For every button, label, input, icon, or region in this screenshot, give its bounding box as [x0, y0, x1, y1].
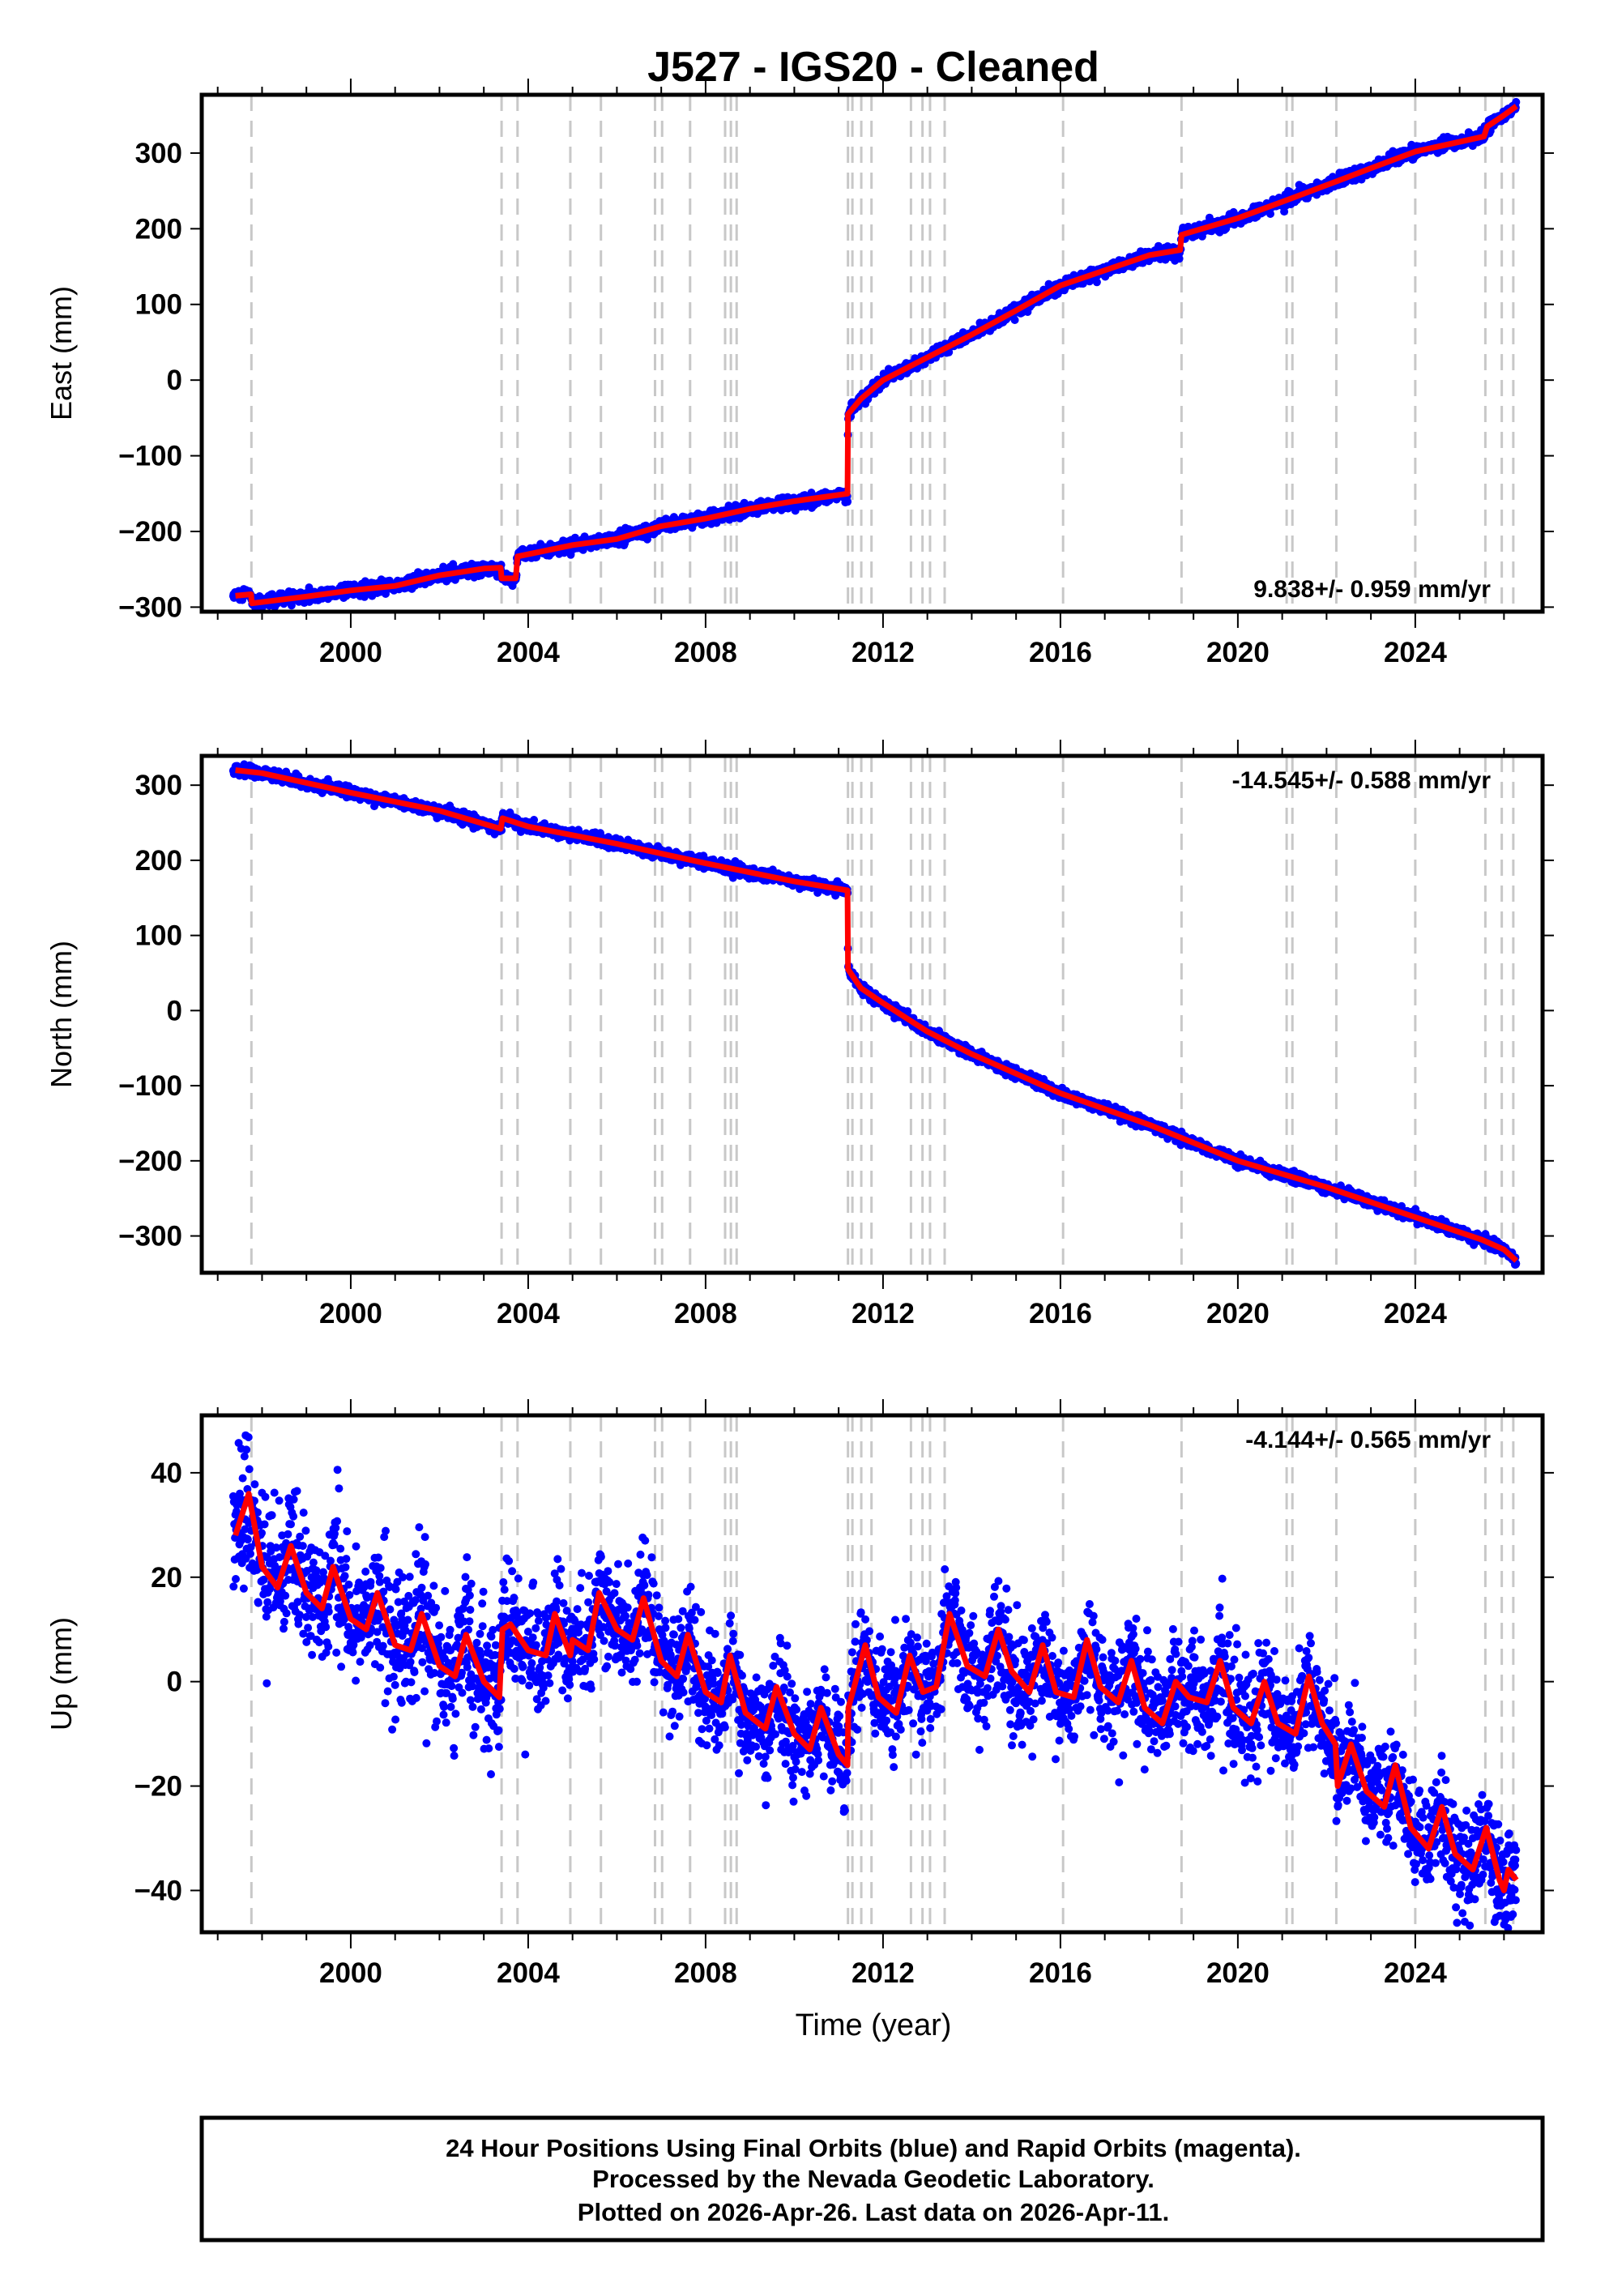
y-tick-label: 200: [135, 213, 182, 245]
x-tick-label: 2008: [674, 637, 737, 668]
plot-area: [228, 95, 1521, 612]
data-point: [1175, 254, 1184, 263]
plot-area: [228, 756, 1521, 1273]
x-tick-label: 2000: [319, 637, 382, 668]
x-tick-label: 2016: [1029, 637, 1092, 668]
chart-title: J527 - IGS20 - Cleaned: [647, 44, 1099, 91]
data-points: [228, 97, 1521, 612]
data-point: [1010, 316, 1019, 324]
data-point: [530, 816, 539, 824]
y-axis-title: East (mm): [45, 286, 78, 420]
data-point: [1266, 210, 1274, 218]
fit-line: [235, 104, 1518, 607]
data-point: [1092, 278, 1101, 287]
panel-north: 2000 2004 2008 2012 2016 2020 2024−300−200−100…: [45, 740, 1554, 1329]
x-tick-label: 2020: [1206, 637, 1270, 668]
data-point: [1512, 97, 1521, 106]
panel-east: 2000 2004 2008 2012 2016 2020 2024−300−200−100…: [45, 79, 1554, 668]
y-tick-label: −200: [118, 516, 182, 548]
x-tick-label: 2004: [497, 637, 560, 668]
data-point: [843, 497, 852, 506]
y-tick-label: 300: [135, 138, 182, 169]
plot-frame: [199, 92, 1545, 614]
y-tick-label: −100: [118, 441, 182, 472]
x-tick-label: 2024: [1384, 637, 1447, 668]
data-points: [228, 760, 1521, 1269]
y-tick-label: 100: [135, 289, 182, 321]
y-tick-label: 0: [167, 365, 182, 396]
data-point: [1280, 207, 1289, 216]
velocity-label: 9.838+/- 0.959 mm/yr: [1253, 576, 1491, 603]
y-tick-label: −300: [118, 591, 182, 623]
x-tick-label: 2012: [851, 637, 915, 668]
